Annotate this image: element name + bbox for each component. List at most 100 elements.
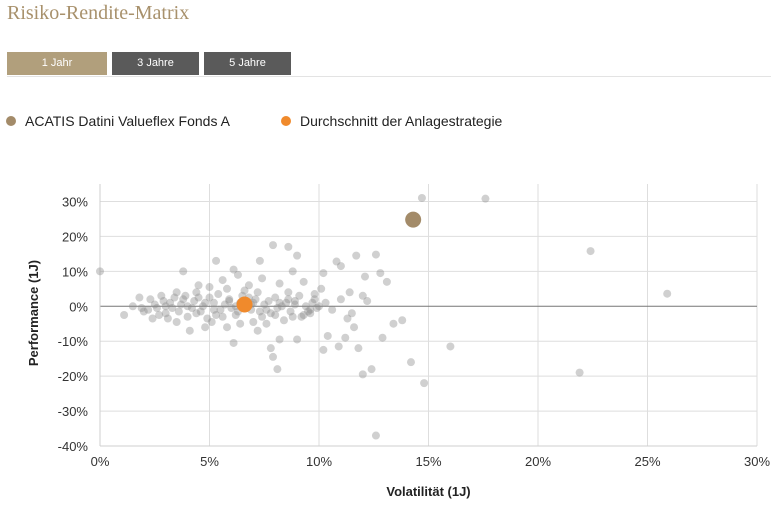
peer-fund-point xyxy=(194,293,203,302)
y-axis-title: Performance (1J) xyxy=(26,260,41,366)
peer-fund-point xyxy=(253,288,262,297)
peer-fund-point xyxy=(177,300,186,309)
peer-fund-point xyxy=(279,316,288,325)
peer-fund-point xyxy=(317,284,326,293)
peer-fund-point xyxy=(120,311,129,319)
peer-fund-point xyxy=(205,293,214,302)
peer-fund-point xyxy=(183,312,192,321)
peer-fund-point xyxy=(277,302,286,311)
x-tick-label: 30% xyxy=(744,454,770,469)
x-tick-label: 0% xyxy=(91,454,110,469)
peer-fund-point xyxy=(328,305,337,314)
peer-fund-point xyxy=(260,300,269,309)
peer-fund-point xyxy=(231,311,240,319)
peer-fund-point xyxy=(218,312,227,321)
legend-item-average[interactable]: Durchschnitt der Anlagestrategie xyxy=(281,113,502,129)
peer-fund-point xyxy=(282,298,291,307)
average-point xyxy=(236,296,253,313)
peer-fund-point xyxy=(354,344,363,353)
peer-fund-point xyxy=(306,309,315,318)
peer-fund-point xyxy=(258,312,267,321)
peer-fund-point xyxy=(185,326,194,335)
peer-fund-point xyxy=(347,309,356,318)
peer-fund-point xyxy=(334,342,343,351)
peer-fund-point xyxy=(304,307,313,316)
tab-3-jahre[interactable]: 3 Jahre xyxy=(112,52,199,75)
peer-fund-point xyxy=(367,365,376,374)
peer-fund-point xyxy=(481,194,490,203)
peer-fund-point xyxy=(161,302,170,311)
peer-fund-point xyxy=(258,274,267,283)
peer-fund-point xyxy=(321,298,330,307)
peer-fund-point xyxy=(233,270,242,279)
peer-fund-point xyxy=(174,307,183,316)
peer-fund-point xyxy=(266,344,275,353)
peer-fund-point xyxy=(299,277,308,286)
peer-fund-point xyxy=(223,323,232,332)
peer-fund-point xyxy=(183,302,192,311)
legend-average-dot-icon xyxy=(281,116,291,126)
peer-fund-point xyxy=(398,316,407,325)
peer-fund-point xyxy=(360,272,369,281)
peer-fund-point xyxy=(406,358,415,367)
peer-fund-point xyxy=(227,304,236,313)
peer-fund-point xyxy=(196,307,205,316)
peer-fund-point xyxy=(255,307,264,316)
peer-fund-point xyxy=(163,314,172,323)
peer-fund-point xyxy=(310,290,319,299)
tab-1-jahr[interactable]: 1 Jahr xyxy=(7,52,107,75)
peer-fund-point xyxy=(150,300,159,309)
peer-fund-point xyxy=(273,365,282,374)
peer-fund-point xyxy=(345,288,354,297)
peer-fund-point xyxy=(161,309,170,318)
peer-fund-point xyxy=(207,317,216,326)
peer-fund-point xyxy=(139,307,148,316)
peer-fund-point xyxy=(172,317,181,326)
peer-fund-point xyxy=(417,193,426,202)
peer-fund-point xyxy=(170,293,179,302)
peer-fund-point xyxy=(312,304,321,313)
peer-fund-point xyxy=(446,342,455,351)
fund-point xyxy=(405,211,422,228)
y-tick-label: 10% xyxy=(62,264,88,279)
peer-fund-point xyxy=(269,241,278,250)
peer-fund-point xyxy=(319,269,328,278)
peer-fund-point xyxy=(135,293,144,302)
peer-fund-point xyxy=(220,300,229,309)
legend-item-fund[interactable]: ACATIS Datini Valueflex Fonds A xyxy=(6,113,230,129)
peer-fund-point xyxy=(157,291,166,300)
peer-fund-point xyxy=(229,265,238,274)
peer-fund-point xyxy=(209,298,218,307)
peer-fund-point xyxy=(146,295,155,304)
peer-fund-point xyxy=(96,267,104,276)
peer-fund-point xyxy=(319,345,328,354)
peer-fund-point xyxy=(229,338,238,347)
peer-fund-point xyxy=(159,297,168,306)
peer-fund-point xyxy=(266,309,275,318)
y-tick-label: 20% xyxy=(62,229,88,244)
legend-average-label: Durchschnitt der Anlagestrategie xyxy=(300,113,503,129)
period-tabs: 1 Jahr 3 Jahre 5 Jahre xyxy=(7,52,771,77)
peer-fund-point xyxy=(205,283,214,292)
x-tick-label: 5% xyxy=(200,454,219,469)
peer-fund-point xyxy=(299,311,308,319)
peer-fund-point xyxy=(336,262,345,271)
peer-fund-point xyxy=(137,304,146,313)
peer-fund-point xyxy=(192,309,201,318)
peer-fund-point xyxy=(586,247,595,256)
peer-fund-point xyxy=(168,304,177,313)
tab-5-jahre[interactable]: 5 Jahre xyxy=(204,52,291,75)
peer-fund-point xyxy=(187,304,196,313)
peer-fund-point xyxy=(332,257,341,266)
peer-fund-point xyxy=(293,335,302,344)
peer-fund-point xyxy=(420,379,429,388)
peer-fund-point xyxy=(190,297,199,306)
peer-fund-point xyxy=(308,298,317,307)
peer-fund-point xyxy=(293,251,302,260)
peer-fund-point xyxy=(212,311,221,319)
peer-fund-point xyxy=(663,289,672,298)
peer-fund-point xyxy=(255,256,264,265)
legend-fund-dot-icon xyxy=(6,116,16,126)
peer-fund-point xyxy=(371,250,380,259)
x-tick-label: 15% xyxy=(415,454,441,469)
